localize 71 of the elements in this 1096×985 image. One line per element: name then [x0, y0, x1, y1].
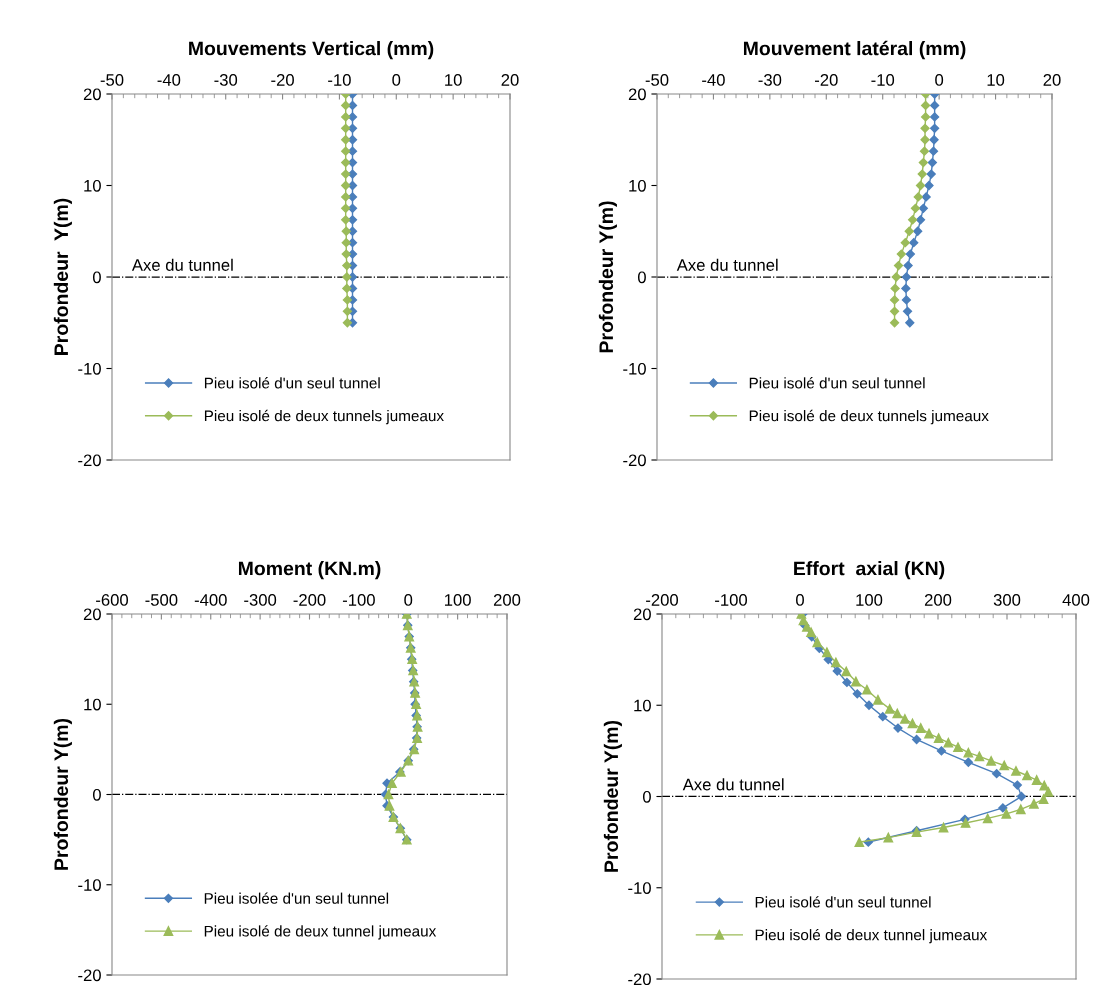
x-tick-label: 0	[796, 594, 804, 606]
y-tick-label: -20	[628, 973, 651, 985]
x-tick-label: -40	[157, 74, 181, 86]
y-tick-label: -10	[628, 882, 651, 894]
x-tick-label: 200	[924, 594, 952, 606]
x-tick-label: -40	[702, 74, 725, 86]
x-tick-label: -30	[214, 74, 238, 86]
x-tick-label: -20	[271, 74, 294, 86]
x-tick-label: 400	[1062, 594, 1090, 606]
y-axis-title: Profondeur Y(m)	[598, 201, 617, 353]
x-tick-label: -200	[646, 594, 679, 606]
x-tick-label: 10	[987, 74, 1005, 86]
y-tick-label: -20	[78, 969, 101, 982]
ref-line-label: Axe du tunnel	[131, 258, 233, 271]
y-tick-label: -10	[78, 362, 101, 375]
y-tick-label: 0	[642, 790, 651, 803]
chart-title: Moment (KN.m)	[238, 561, 381, 580]
x-tick-label: 100	[856, 594, 883, 606]
x-tick-label: -300	[244, 594, 277, 606]
x-tick-label: -600	[96, 594, 129, 606]
legend-label: Pieu isolé d'un seul tunnel	[204, 377, 380, 389]
y-tick-label: 10	[84, 179, 101, 192]
legend-label: Pieu isolé de deux tunnel jumeaux	[204, 925, 437, 940]
x-tick-label: -20	[814, 74, 838, 86]
x-tick-label: -400	[194, 594, 227, 606]
y-tick-label: 10	[634, 699, 651, 712]
y-axis-title: Profondeur Y(m)	[53, 718, 72, 870]
x-tick-label: 200	[493, 594, 521, 606]
legend-label: Pieu isolé de deux tunnels jumeaux	[749, 409, 989, 425]
x-tick-label: 20	[501, 74, 519, 86]
x-tick-label: -50	[645, 74, 669, 86]
y-tick-label: 20	[633, 608, 651, 621]
x-tick-label: -10	[871, 74, 895, 86]
y-tick-label: 0	[92, 788, 101, 801]
x-tick-label: 0	[935, 74, 944, 86]
x-tick-label: -100	[342, 594, 375, 606]
chart-title: Effort axial (KN)	[794, 561, 945, 580]
legend-label: Pieu isolé de deux tunnel jumeaux	[755, 928, 988, 944]
x-tick-label: 0	[404, 594, 413, 606]
y-tick-label: -20	[78, 454, 101, 467]
y-tick-label: -10	[623, 362, 646, 375]
x-tick-label: 100	[444, 594, 471, 606]
x-tick-label: -500	[145, 594, 178, 606]
y-tick-label: 0	[637, 271, 646, 284]
y-axis-title: Profondeur Y(m)	[53, 198, 72, 355]
y-tick-label: 10	[629, 179, 646, 192]
ref-line-label: Axe du tunnel	[676, 258, 778, 271]
legend-label: Pieu isolé d'un seul tunnel	[755, 896, 931, 908]
y-tick-label: 10	[84, 698, 101, 711]
x-tick-label: -10	[328, 74, 351, 86]
y-tick-label: 20	[628, 88, 646, 101]
y-tick-label: -10	[78, 879, 101, 891]
legend-label: Pieu isolé de deux tunnels jumeaux	[204, 409, 444, 425]
chart-title: Mouvements Vertical (mm)	[189, 41, 434, 60]
chart-title: Mouvement latéral (mm)	[743, 40, 966, 60]
y-tick-label: 0	[92, 271, 101, 284]
legend-label: Pieu isolé d'un seul tunnel	[749, 377, 925, 389]
x-tick-label: 20	[1043, 74, 1061, 86]
y-tick-label: -20	[623, 454, 646, 467]
x-tick-label: -100	[715, 594, 748, 606]
legend-label: Pieu isolée d'un seul tunnel	[204, 892, 389, 904]
x-tick-label: 300	[993, 594, 1021, 606]
ref-line-label: Axe du tunnel	[682, 778, 784, 791]
x-tick-label: -30	[758, 74, 782, 86]
x-tick-label: -50	[100, 74, 124, 86]
y-tick-label: 20	[83, 608, 101, 621]
x-tick-label: -200	[293, 594, 326, 606]
x-tick-label: 10	[445, 74, 462, 86]
y-tick-label: 20	[83, 88, 101, 101]
y-axis-title: Profondeur Y(m)	[603, 720, 622, 872]
x-tick-label: 0	[392, 74, 401, 86]
